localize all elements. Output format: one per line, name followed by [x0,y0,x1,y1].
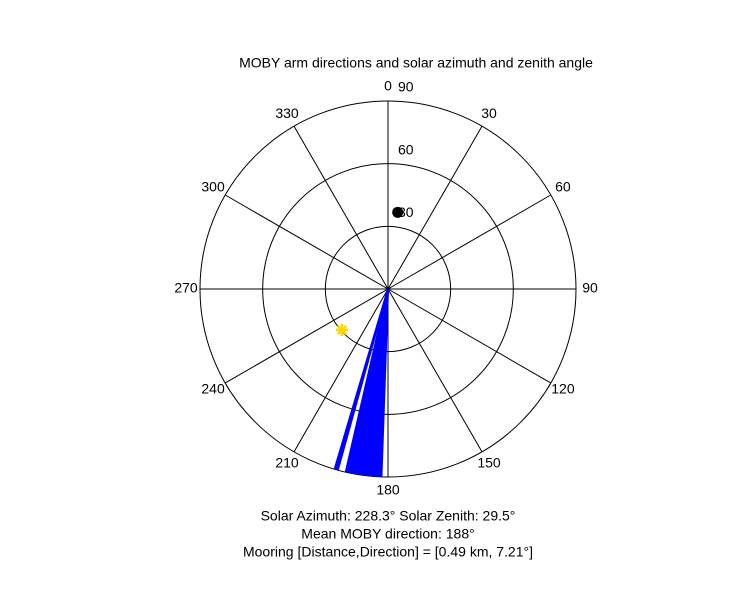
spoke [387,194,552,290]
theta-tick-label: 180 [376,482,400,498]
theta-tick-label: 90 [582,280,598,296]
spoke [387,125,483,290]
spoke [224,194,389,290]
arm-wedge [358,289,388,476]
arm-wedge [348,289,388,474]
arm-wedge [371,289,388,477]
arm-wedge [365,289,388,476]
annotation: Mean MOBY direction: 188° [301,526,474,542]
annotation: Mooring [Distance,Direction] = [0.49 km,… [243,544,533,560]
arm-wedge [352,289,388,475]
theta-tick-label: 0 [384,78,392,94]
theta-tick-label: 330 [275,105,299,121]
spoke [387,288,552,384]
theta-tick-label: 240 [201,381,225,397]
r-tick-label: 60 [398,141,414,157]
sun-marker [335,323,348,336]
theta-tick-label: 60 [555,179,571,195]
theta-tick-label: 210 [275,455,299,471]
r-tick-label: 30 [398,204,414,220]
arm-wedge [378,289,388,477]
arm-wedge [345,289,388,473]
theta-tick-label: 300 [201,179,225,195]
theta-tick-label: 30 [481,105,497,121]
spoke [224,288,389,384]
arm-wedge [361,289,388,476]
sun-marker-stroke [336,324,348,336]
spoke [293,288,389,453]
arm-wedge [374,289,388,477]
spoke [293,125,389,290]
r-tick-label: 90 [398,79,414,95]
annotation: Solar Azimuth: 228.3° Solar Zenith: 29.5… [261,508,516,524]
spoke [387,288,483,453]
arm-wedge [355,289,388,475]
theta-tick-label: 150 [477,455,501,471]
arm-wedge [334,289,388,471]
theta-tick-label: 120 [551,381,575,397]
arm-wedge [368,289,388,477]
chart-title: MOBY arm directions and solar azimuth an… [239,55,593,71]
theta-tick-label: 270 [174,280,198,296]
mooring-marker [392,206,404,218]
